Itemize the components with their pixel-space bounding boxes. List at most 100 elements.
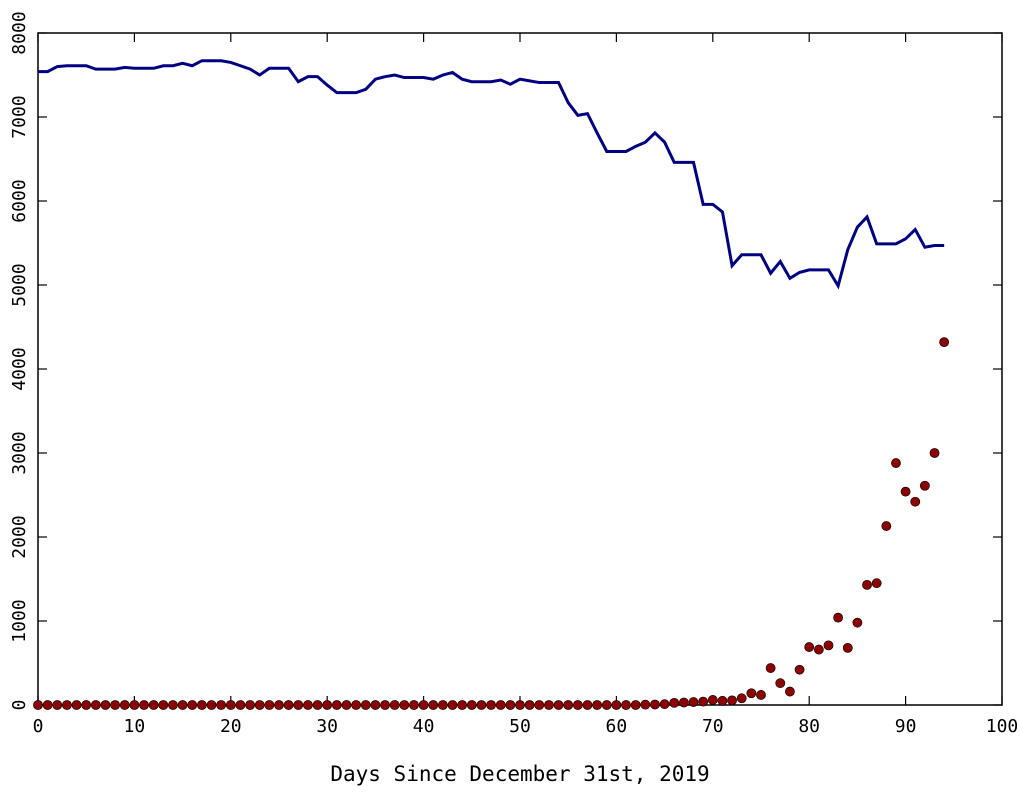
scatter-point xyxy=(81,700,92,710)
scatter-point xyxy=(168,700,178,710)
scatter-point xyxy=(678,697,689,708)
scatter-point xyxy=(630,700,641,710)
y-tick-label: 3000 xyxy=(9,431,30,474)
scatter-point xyxy=(428,700,439,710)
scatter-point xyxy=(187,700,198,710)
scatter-point xyxy=(293,700,304,710)
y-tick-label: 2000 xyxy=(9,515,30,558)
scatter-point xyxy=(765,663,776,673)
scatter-point xyxy=(447,700,458,710)
scatter-point xyxy=(42,700,53,710)
scatter-point xyxy=(900,486,911,497)
scatter-point xyxy=(476,700,487,710)
scatter-point xyxy=(881,521,892,531)
scatter-point xyxy=(727,695,737,706)
scatter-point xyxy=(707,695,718,705)
x-tick-label: 100 xyxy=(986,716,1019,737)
scatter-point xyxy=(871,578,882,589)
scatter-point xyxy=(601,700,612,710)
scatter-point xyxy=(495,700,506,710)
scatter-point xyxy=(283,700,294,710)
scatter-point xyxy=(33,700,43,710)
scatter-point xyxy=(640,699,651,710)
scatter-point xyxy=(650,699,660,710)
scatter-point xyxy=(785,686,795,697)
x-tick-label: 60 xyxy=(606,716,628,737)
scatter-point xyxy=(62,700,72,710)
scatter-point xyxy=(717,695,728,706)
x-tick-label: 30 xyxy=(316,716,338,737)
scatter-point xyxy=(756,690,766,700)
scatter-point xyxy=(910,496,921,507)
x-tick-label: 90 xyxy=(895,716,917,737)
scatter-point xyxy=(148,700,159,710)
scatter-point xyxy=(563,700,574,710)
scatter-point xyxy=(110,700,121,710)
scatter-point xyxy=(592,700,603,710)
scatter-point xyxy=(264,700,275,710)
scatter-point xyxy=(746,688,757,699)
scatter-point xyxy=(139,700,149,710)
scatter-point xyxy=(341,700,352,710)
scatter-point xyxy=(929,448,940,458)
scatter-point xyxy=(505,700,516,710)
scatter-point xyxy=(842,642,853,653)
scatter-point xyxy=(804,642,815,652)
x-tick-label: 10 xyxy=(124,716,146,737)
scatter-point xyxy=(939,337,950,348)
x-tick-label: 50 xyxy=(509,716,531,737)
scatter-point xyxy=(177,700,188,710)
y-tick-label: 4000 xyxy=(9,347,30,390)
y-tick-label: 7000 xyxy=(9,95,30,138)
scatter-point xyxy=(823,640,834,651)
scatter-point xyxy=(852,617,863,628)
x-axis-label: Days Since December 31st, 2019 xyxy=(330,762,709,786)
x-tick-label: 40 xyxy=(413,716,435,737)
scatter-point xyxy=(833,612,844,623)
scatter-point xyxy=(52,700,63,710)
scatter-point xyxy=(891,458,901,468)
ticks-layer: 0 10 20 30 40 50 60 70 80 90 100010002000300040005… xyxy=(9,11,1018,737)
scatter-point xyxy=(370,700,381,710)
scatter-point xyxy=(457,700,468,710)
scatter-point xyxy=(351,700,362,710)
scatter-point xyxy=(466,700,477,710)
scatter-point xyxy=(775,678,786,689)
scatter-point xyxy=(129,700,140,710)
x-tick-label: 80 xyxy=(798,716,820,737)
y-tick-label: 5000 xyxy=(9,263,30,306)
scatter-point xyxy=(524,700,535,710)
scatter-point xyxy=(158,700,169,710)
scatter-point xyxy=(360,700,371,710)
scatter-point xyxy=(659,699,670,710)
y-tick-label: 6000 xyxy=(9,179,30,222)
scatter-point xyxy=(437,700,448,710)
scatter-point xyxy=(418,700,429,710)
scatter-point xyxy=(196,700,207,710)
scatter-point xyxy=(486,700,496,710)
x-tick-label: 0 xyxy=(33,716,44,737)
scatter-point xyxy=(515,700,525,710)
scatter-point xyxy=(322,700,333,710)
scatter-point xyxy=(862,579,872,590)
scatter-point xyxy=(572,700,583,710)
x-tick-label: 20 xyxy=(220,716,242,737)
y-tick-label: 0 xyxy=(9,700,30,711)
scatter-point xyxy=(669,698,680,708)
scatter-point xyxy=(331,700,342,710)
scatter-point xyxy=(100,700,111,710)
scatter-point xyxy=(119,700,130,710)
scatter-point xyxy=(621,700,631,710)
scatter-point xyxy=(312,700,323,710)
scatter-point xyxy=(235,700,246,710)
scatter-point xyxy=(813,644,824,655)
scatter-point xyxy=(380,700,390,710)
scatter-point xyxy=(399,700,410,710)
x-tick-label: 70 xyxy=(702,716,724,737)
scatter-point xyxy=(553,700,564,710)
scatter-point xyxy=(274,700,284,710)
scatter-point xyxy=(794,664,805,675)
